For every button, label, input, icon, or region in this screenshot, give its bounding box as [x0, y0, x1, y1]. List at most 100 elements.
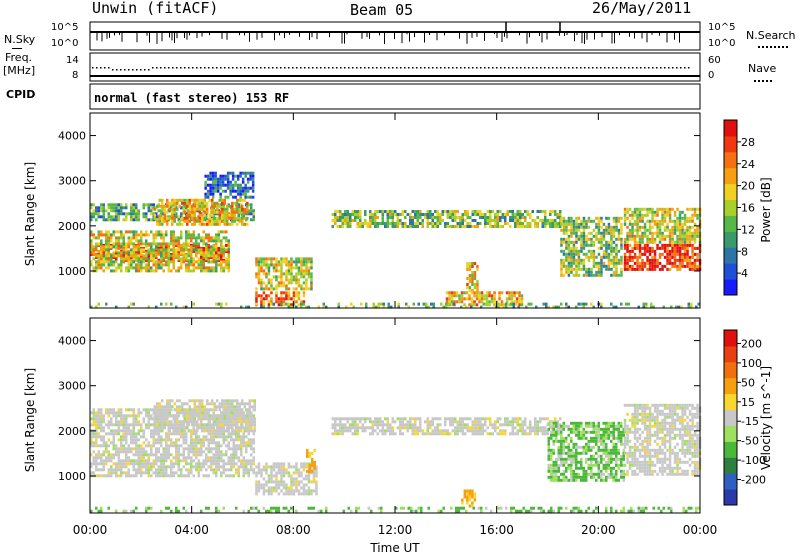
- heatmap-cell: [242, 444, 245, 448]
- heatmap-cell: [158, 402, 161, 406]
- heatmap-cell: [117, 254, 120, 258]
- heatmap-cell: [172, 251, 175, 255]
- heatmap-cell: [592, 305, 595, 309]
- heatmap-cell: [245, 441, 248, 445]
- heatmap-cell: [92, 209, 95, 213]
- heatmap-cell: [192, 447, 195, 451]
- heatmap-cell: [152, 233, 155, 237]
- heatmap-cell: [197, 468, 200, 472]
- heatmap-cell: [172, 429, 175, 433]
- heatmap-cell: [107, 203, 110, 207]
- heatmap-cell: [582, 216, 586, 220]
- heatmap-cell: [595, 222, 598, 226]
- heatmap-cell: [297, 297, 301, 301]
- heatmap-cell: [193, 420, 196, 424]
- heatmap-cell: [411, 225, 414, 228]
- heatmap-cell: [100, 245, 103, 249]
- heatmap-cell: [302, 257, 306, 261]
- heatmap-cell: [167, 465, 170, 469]
- heatmap-cell: [272, 266, 276, 270]
- heatmap-cell: [409, 222, 412, 225]
- heatmap-cell: [666, 222, 669, 226]
- heatmap-cell: [369, 225, 372, 228]
- heatmap-cell: [600, 267, 603, 271]
- heatmap-cell: [671, 219, 674, 223]
- heatmap-cell: [580, 240, 583, 244]
- heatmap-cell: [491, 219, 494, 222]
- nave-dot: [448, 67, 450, 69]
- heatmap-cell: [167, 257, 170, 261]
- heatmap-cell: [249, 174, 252, 178]
- heatmap-cell: [481, 216, 484, 219]
- heatmap-cell: [97, 435, 100, 439]
- heatmap-cell: [156, 405, 159, 409]
- heatmap-cell: [110, 459, 113, 463]
- heatmap-cell: [444, 225, 447, 228]
- heatmap-cell: [220, 230, 223, 234]
- heatmap-cell: [97, 302, 100, 306]
- heatmap-cell: [297, 294, 301, 298]
- heatmap-cell: [100, 242, 103, 246]
- heatmap-cell: [379, 210, 382, 213]
- nave-dot: [668, 67, 670, 69]
- heatmap-cell: [172, 444, 175, 448]
- heatmap-cell: [633, 237, 637, 241]
- heatmap-cell: [248, 408, 251, 412]
- heatmap-cell: [610, 234, 613, 238]
- heatmap-cell: [92, 408, 95, 412]
- heatmap-cell: [176, 417, 179, 421]
- heatmap-cell: [190, 263, 193, 267]
- heatmap-cell: [200, 263, 203, 267]
- heatmap-cell: [434, 210, 437, 213]
- heatmap-cell: [290, 257, 293, 261]
- heatmap-cell: [117, 465, 120, 469]
- heatmap-cell: [242, 459, 245, 463]
- heatmap-cell: [135, 269, 138, 273]
- heatmap-cell: [473, 300, 476, 304]
- heatmap-cell: [666, 267, 669, 271]
- heatmap-cell: [693, 240, 697, 244]
- heatmap-cell: [227, 444, 230, 448]
- heatmap-cell: [102, 465, 105, 469]
- heatmap-cell: [97, 450, 100, 454]
- heatmap-cell: [297, 284, 301, 288]
- heatmap-cell: [411, 222, 414, 225]
- heatmap-cell: [242, 435, 245, 439]
- heatmap-cell: [506, 222, 509, 225]
- heatmap-cell: [267, 278, 271, 282]
- heatmap-cell: [565, 231, 568, 235]
- heatmap-cell: [346, 225, 349, 228]
- heatmap-cell: [424, 216, 427, 219]
- heatmap-cell: [180, 432, 183, 436]
- heatmap-cell: [172, 236, 175, 240]
- heatmap-cell: [668, 258, 672, 262]
- heatmap-cell: [95, 444, 98, 448]
- heatmap-cell: [217, 257, 220, 261]
- heatmap-cell: [676, 234, 679, 238]
- heatmap-cell: [270, 492, 273, 496]
- heatmap-cell: [95, 435, 98, 439]
- heatmap-cell: [110, 236, 113, 240]
- heatmap-cell: [122, 444, 125, 448]
- heatmap-cell: [277, 468, 281, 472]
- heatmap-cell: [580, 261, 583, 265]
- heatmap-cell: [163, 423, 166, 427]
- heatmap-cell: [132, 453, 135, 457]
- heatmap-cell: [232, 453, 235, 457]
- heatmap-cell: [212, 248, 215, 252]
- heatmap-cell: [172, 432, 175, 436]
- heatmap-cell: [145, 203, 148, 207]
- heatmap-cell: [638, 237, 642, 241]
- heatmap-cell: [577, 216, 581, 220]
- heatmap-cell: [173, 426, 176, 430]
- heatmap-cell: [236, 420, 239, 424]
- heatmap-cell: [494, 216, 497, 219]
- heatmap-cell: [592, 234, 596, 238]
- heatmap-cell: [137, 212, 140, 216]
- heatmap-cell: [227, 269, 230, 273]
- heatmap-cell: [198, 402, 201, 406]
- heatmap-cell: [220, 453, 223, 457]
- heatmap-cell: [210, 251, 213, 255]
- heatmap-cell: [100, 266, 103, 270]
- heatmap-cell: [446, 225, 449, 228]
